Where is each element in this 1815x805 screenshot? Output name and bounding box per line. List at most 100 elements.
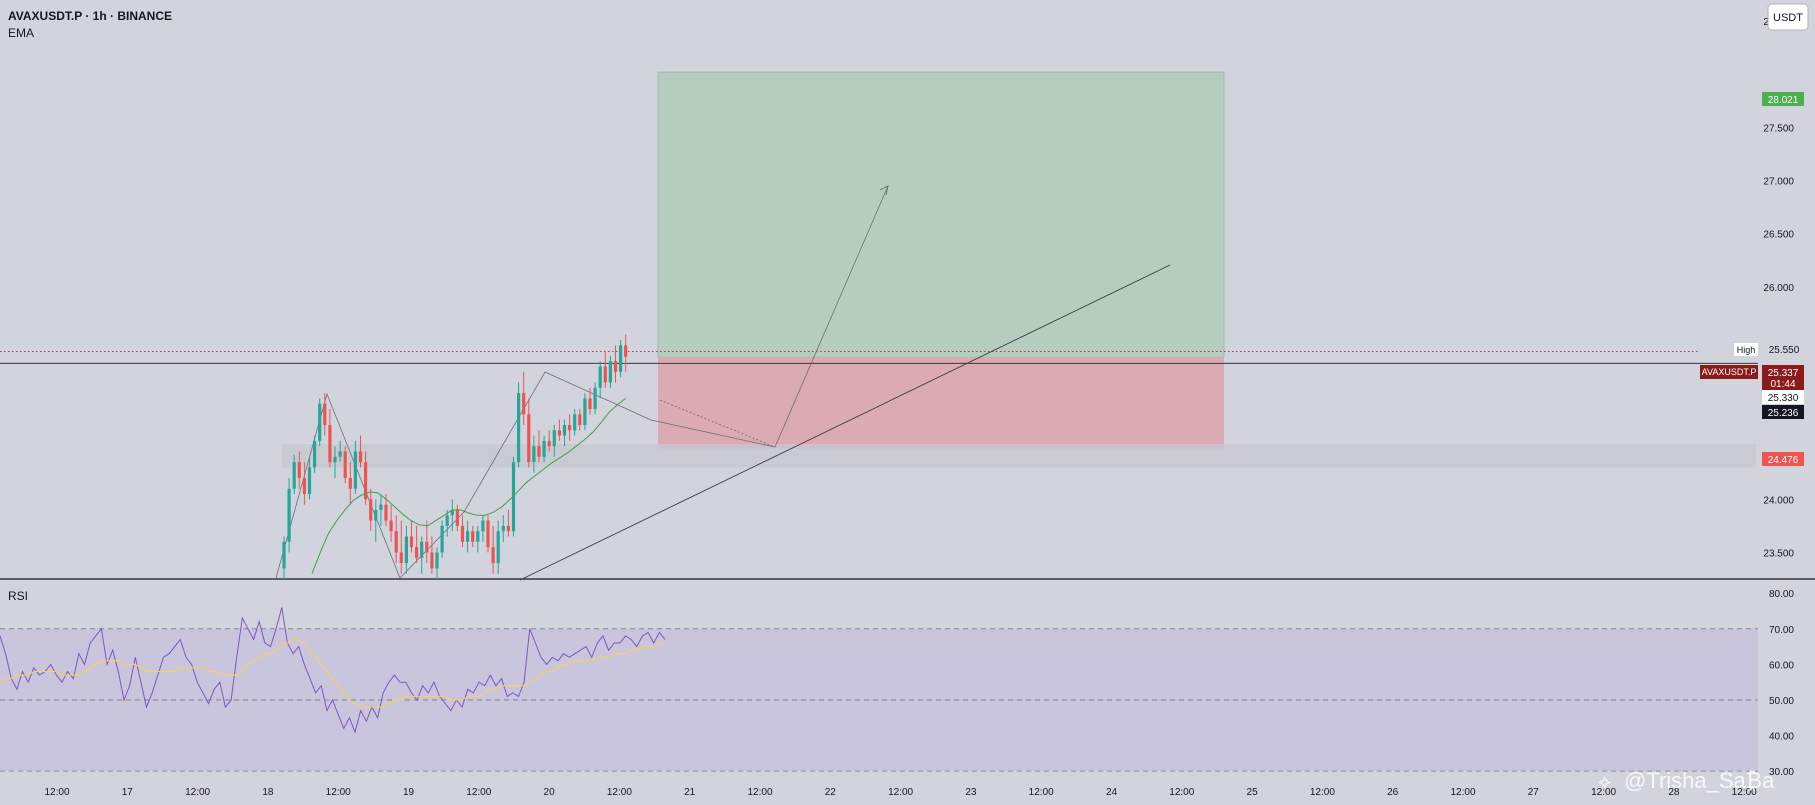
watermark-icon: ⟡ — [1598, 771, 1611, 793]
candle — [425, 520, 429, 564]
candle — [481, 515, 485, 542]
high-price: 25.550 — [1769, 345, 1800, 356]
stop-loss-label: 24.476 — [1762, 452, 1804, 466]
candle — [338, 440, 342, 463]
line-price-bg — [1762, 390, 1804, 404]
candle — [292, 454, 296, 495]
time-tick: 12:00 — [1591, 787, 1616, 798]
candle — [608, 355, 612, 388]
candle-body — [313, 440, 317, 468]
price-tick: 26.500 — [1763, 230, 1794, 241]
support-zone[interactable] — [282, 444, 1756, 468]
time-tick: 23 — [965, 787, 977, 798]
candle-body — [364, 462, 368, 500]
time-tick: 25 — [1247, 787, 1259, 798]
trend-line[interactable] — [519, 264, 1171, 581]
candle — [282, 536, 286, 579]
time-tick: 22 — [825, 787, 837, 798]
candle — [532, 435, 536, 473]
time-tick: 12:00 — [326, 787, 351, 798]
stop-loss-price: 24.476 — [1768, 455, 1799, 466]
candle — [353, 440, 357, 495]
symbol-tag-bg — [1700, 365, 1758, 379]
candle — [374, 499, 378, 542]
candle — [542, 435, 546, 463]
stop-loss-zone[interactable] — [658, 357, 1224, 449]
candle-body — [282, 541, 286, 569]
candle — [624, 334, 628, 372]
ema-line — [311, 398, 627, 574]
time-tick: 12:00 — [1029, 787, 1054, 798]
candle-body — [476, 531, 480, 542]
time-tick: 17 — [122, 787, 134, 798]
candle — [460, 515, 465, 548]
candle-body — [557, 430, 561, 436]
projection-line[interactable] — [659, 399, 776, 448]
candle — [287, 478, 291, 553]
time-tick: 12:00 — [747, 787, 772, 798]
time-tick: 24 — [1106, 787, 1118, 798]
candle — [313, 435, 317, 473]
candle — [369, 488, 373, 532]
candle — [613, 345, 618, 383]
candle — [568, 414, 572, 441]
time-tick: 12:00 — [888, 787, 913, 798]
take-profit-label-bg — [1762, 92, 1804, 106]
candle — [552, 424, 556, 457]
candle — [420, 536, 424, 574]
candle-body — [573, 414, 577, 431]
candle-body — [287, 488, 291, 542]
rsi-legend[interactable]: RSI — [8, 589, 28, 603]
candle-body — [481, 520, 485, 532]
candle — [440, 520, 444, 558]
take-profit-price: 28.021 — [1768, 95, 1799, 106]
candle-body — [527, 414, 531, 463]
candle-body — [455, 509, 459, 526]
time-tick: 21 — [684, 787, 696, 798]
candle — [358, 435, 363, 468]
currency-button-label[interactable]: USDT — [1773, 12, 1803, 24]
candle — [323, 393, 327, 436]
candle — [307, 456, 312, 500]
candle — [501, 515, 505, 542]
time-tick: 12:00 — [1732, 787, 1757, 798]
candle-body — [522, 393, 526, 415]
candle — [435, 547, 439, 579]
candlestick-series — [282, 334, 628, 579]
ema-price-label: 25.236 — [1762, 405, 1804, 419]
ema-legend[interactable]: EMA — [8, 26, 34, 40]
take-profit-zone[interactable] — [657, 71, 1225, 358]
candle-body — [598, 366, 602, 388]
time-tick: 12:00 — [1310, 787, 1335, 798]
candle — [583, 393, 587, 431]
candle-body — [450, 509, 454, 516]
time-tick: 12:00 — [607, 787, 632, 798]
symbol-tag-text: AVAXUSDT.P — [1702, 367, 1757, 377]
candle — [466, 520, 470, 553]
candle-body — [537, 446, 541, 457]
candle — [409, 520, 414, 553]
candle-body — [353, 451, 357, 489]
candle — [522, 371, 526, 425]
candle-body — [552, 430, 556, 447]
rsi-ma-line — [0, 639, 665, 708]
candle-body — [389, 520, 393, 532]
candle-body — [440, 525, 444, 553]
zigzag-pattern[interactable] — [275, 185, 889, 579]
price-tick: 23.500 — [1763, 548, 1794, 559]
candle-body — [358, 451, 363, 463]
candle — [537, 430, 541, 463]
drawing-lines[interactable] — [275, 185, 1171, 581]
last-price: 25.337 — [1768, 368, 1799, 379]
candle-body — [547, 440, 551, 447]
symbol-title[interactable]: AVAXUSDT.P · 1h · BINANCE — [8, 9, 172, 23]
time-axis[interactable]: 12:00 17 12:00 18 12:00 19 12:00 20 12:00 21 12:00… — [44, 787, 1757, 798]
rsi-axis[interactable]: 80.00 70.00 60.00 50.00 40.00 30.00 — [1769, 589, 1794, 778]
candle-body — [511, 462, 516, 532]
currency-button-bg[interactable] — [1767, 3, 1809, 31]
currency-button[interactable]: USDT — [1767, 3, 1809, 31]
candle-body — [603, 366, 607, 383]
price-tick: 24.000 — [1763, 495, 1794, 506]
rsi-line — [0, 607, 666, 734]
